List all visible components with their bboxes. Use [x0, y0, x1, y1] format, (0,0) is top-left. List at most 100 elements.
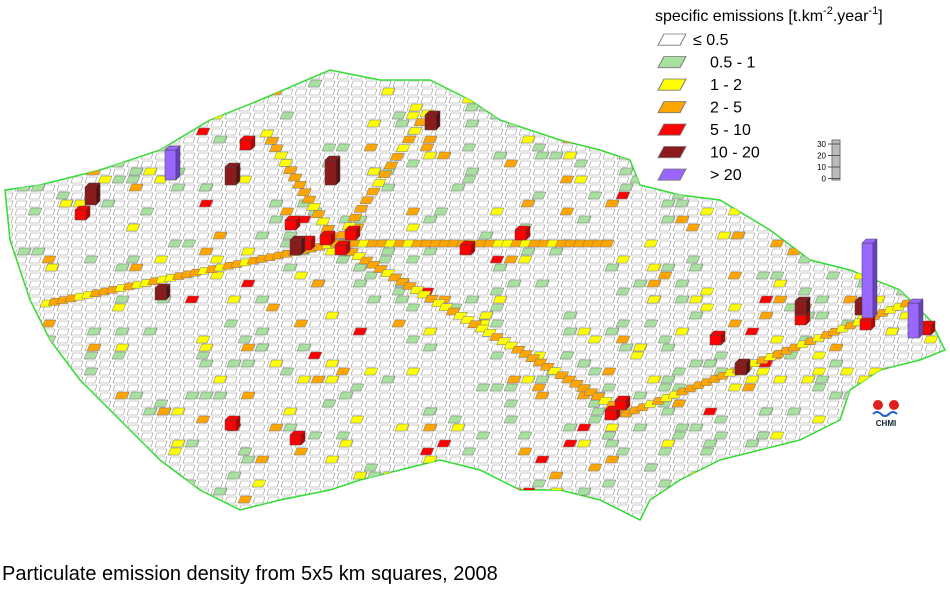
bar-front	[289, 239, 302, 256]
cell	[713, 431, 729, 440]
cell	[744, 167, 760, 176]
cell	[478, 231, 494, 240]
cell	[576, 487, 592, 496]
cell	[181, 239, 197, 248]
cell	[447, 79, 463, 88]
cell	[744, 375, 760, 384]
cell	[870, 391, 886, 400]
cell	[492, 263, 508, 272]
legend-title-sup: -2	[823, 5, 833, 17]
cell	[646, 279, 662, 288]
cell	[856, 119, 872, 128]
cell	[629, 111, 645, 120]
cell	[408, 103, 424, 112]
cell	[797, 127, 813, 136]
cell	[758, 151, 774, 160]
cell	[895, 111, 911, 120]
cell	[517, 495, 533, 504]
cell	[671, 367, 687, 376]
cell	[223, 319, 239, 328]
cell	[797, 463, 813, 472]
cell	[660, 375, 676, 384]
cell	[772, 279, 788, 288]
cell	[772, 119, 788, 128]
cell	[212, 487, 228, 496]
cell	[604, 327, 620, 336]
cell	[657, 56, 687, 69]
cell	[156, 407, 172, 416]
cell	[842, 407, 858, 416]
cell	[389, 153, 405, 161]
cell	[937, 111, 945, 120]
cell	[254, 343, 270, 352]
cell	[797, 287, 813, 296]
cell	[629, 351, 645, 360]
cell	[156, 103, 172, 112]
bar-side	[918, 298, 924, 339]
cell	[30, 167, 46, 176]
cell	[447, 415, 463, 424]
bar-front	[907, 302, 920, 339]
cell	[125, 175, 141, 184]
cell	[758, 407, 774, 416]
cell	[237, 335, 253, 344]
cell	[268, 199, 284, 208]
cell	[604, 439, 620, 448]
cell	[226, 295, 242, 304]
cell	[601, 143, 617, 152]
cell	[198, 199, 214, 208]
cell	[352, 327, 368, 336]
cell	[587, 463, 603, 472]
cell	[422, 151, 438, 160]
cell	[769, 271, 785, 280]
cell	[926, 167, 942, 176]
bar-top	[907, 298, 924, 304]
cell	[604, 199, 620, 208]
cell	[828, 391, 844, 400]
legend-label: ≤ 0.5	[693, 32, 729, 49]
cell	[30, 135, 46, 144]
cell	[632, 119, 648, 128]
cell	[226, 359, 242, 368]
cell	[657, 123, 687, 136]
cell	[517, 447, 533, 456]
emission-bars	[74, 110, 936, 446]
bar-front	[154, 287, 167, 301]
legend-title-text: specific emissions [t.km	[655, 8, 823, 25]
cell	[279, 207, 295, 216]
cell	[842, 135, 858, 144]
cell	[293, 319, 309, 328]
cell	[576, 215, 592, 224]
bar-front	[84, 186, 97, 206]
cell	[114, 391, 130, 400]
cell	[422, 135, 438, 144]
cell	[195, 95, 211, 104]
cell	[599, 239, 615, 248]
cell	[44, 263, 60, 272]
cell	[895, 207, 911, 216]
cell	[562, 151, 578, 160]
legend-label: 2 - 5	[710, 100, 742, 117]
cell	[16, 343, 32, 352]
cell	[643, 463, 659, 472]
cell	[100, 199, 116, 208]
cell	[139, 127, 155, 136]
cell	[366, 295, 382, 304]
cell	[856, 151, 872, 160]
cell	[839, 367, 855, 376]
cell	[58, 407, 74, 416]
cell	[419, 143, 435, 152]
cell	[394, 423, 410, 432]
bar-top	[334, 240, 351, 246]
cell	[534, 279, 550, 288]
logo-text: CHMI	[876, 419, 896, 428]
cell	[371, 179, 387, 187]
cell	[814, 295, 830, 304]
cell	[727, 303, 743, 312]
cell	[657, 78, 687, 91]
bar-top	[861, 238, 878, 244]
cell	[758, 295, 774, 304]
cell	[772, 119, 788, 128]
cell	[282, 407, 298, 416]
cell	[559, 351, 575, 360]
